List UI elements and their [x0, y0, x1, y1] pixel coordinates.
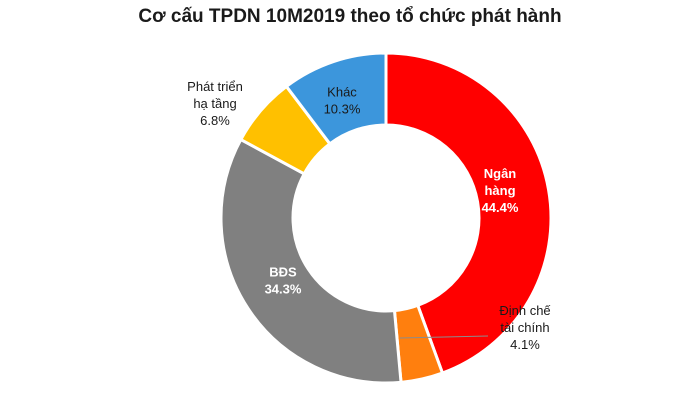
- leader-lines: [399, 335, 489, 339]
- leader-line-dinh-che-tai-chinh: [399, 335, 489, 339]
- label-phat-trien-ha-tang: Phát triển hạ tầng 6.8%: [187, 79, 243, 128]
- category-label-ngan-hang: hàng: [484, 183, 515, 198]
- label-dinh-che-tai-chinh: Định chế tài chính 4.1%: [499, 303, 551, 352]
- category-label-bds: BĐS: [269, 265, 297, 280]
- value-label-khac: 10.3%: [324, 102, 361, 117]
- slice-labels: Ngân hàng 44.4% Định chế tài chính 4.1% BĐS 34.…: [187, 79, 551, 352]
- chart-title: Cơ cấu TPDN 10M2019 theo tổ chức phát hà…: [138, 6, 562, 27]
- label-khac: Khác 10.3%: [324, 85, 361, 117]
- label-ngan-hang: Ngân hàng 44.4%: [482, 166, 519, 215]
- label-bds: BĐS 34.3%: [265, 265, 302, 297]
- value-label-bds: 34.3%: [265, 282, 302, 297]
- slice-khac: [284, 51, 388, 146]
- value-label-phat-trien-ha-tang: 6.8%: [200, 113, 230, 128]
- category-label-dinh-che-tai-chinh: tài chính: [500, 320, 549, 335]
- slice-ngan-hang: [384, 51, 553, 375]
- value-label-ngan-hang: 44.4%: [482, 200, 519, 215]
- category-label-khac: Khác: [327, 85, 357, 100]
- category-label-phat-trien-ha-tang: hạ tầng: [193, 96, 236, 111]
- category-label-phat-trien-ha-tang: Phát triển: [187, 79, 243, 94]
- category-label-ngan-hang: Ngân: [484, 166, 517, 181]
- slice-bds: [219, 137, 403, 385]
- category-label-dinh-che-tai-chinh: Định chế: [499, 303, 551, 318]
- value-label-dinh-che-tai-chinh: 4.1%: [510, 337, 540, 352]
- donut-slices: [219, 51, 553, 385]
